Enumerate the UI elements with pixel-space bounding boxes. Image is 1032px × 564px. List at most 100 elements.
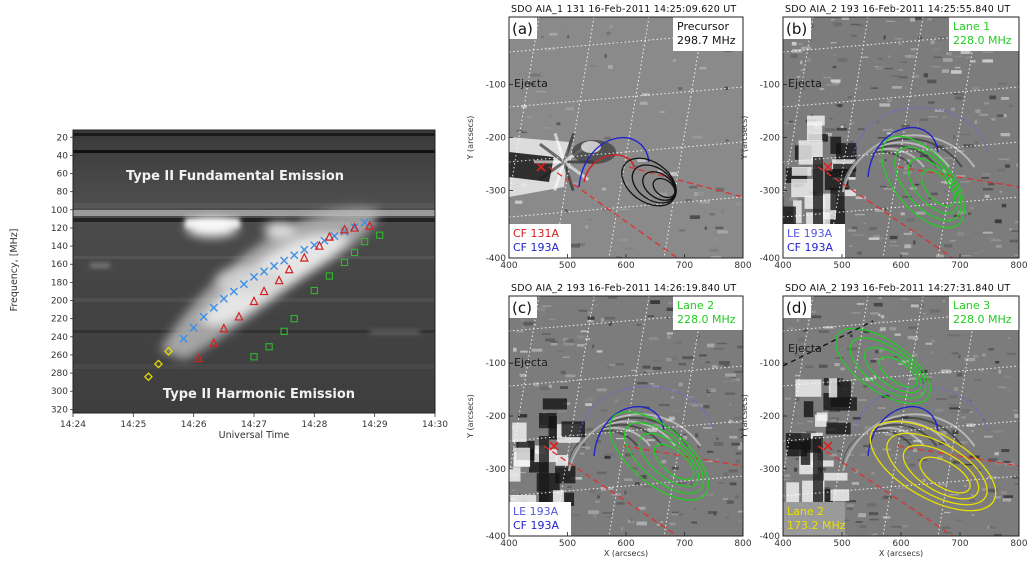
spec-marker-square	[350, 248, 359, 257]
panel-x-tick-label: 400	[774, 539, 791, 549]
panel-y-label: Y (arcsecs)	[466, 116, 475, 161]
spec-y-tick-label: 160	[51, 260, 68, 270]
spec-x-tick-label: 14:26	[181, 420, 207, 430]
panel-letter: (a)	[512, 20, 533, 38]
channel-info-box	[673, 296, 743, 330]
panel-x-tick-label: 600	[892, 261, 909, 271]
spec-y-tick-label: 40	[57, 151, 69, 161]
legend-entry: Lane 2	[787, 505, 824, 518]
spec-x-tick-label: 14:29	[362, 420, 388, 430]
spec-marker-triangle	[324, 231, 334, 241]
legend-entry: CF 193A	[513, 519, 560, 532]
spec-marker-triangle	[365, 220, 375, 230]
spec-marker-square	[290, 315, 298, 323]
channel-info-line: 298.7 MHz	[677, 34, 736, 47]
spec-marker-diamond	[143, 372, 153, 382]
panel-letter-box	[783, 296, 811, 318]
fundamental-label: Type II Fundamental Emission	[126, 169, 344, 184]
panel-y-tick-label: -200	[760, 134, 781, 144]
spec-marker-triangle	[219, 323, 229, 333]
panel-y-tick-label: -200	[486, 412, 507, 422]
spec-y-tick-label: 80	[57, 188, 69, 198]
spec-marker-x	[270, 261, 279, 271]
panel-x-tick-label: 500	[833, 539, 850, 549]
channel-info-line: Lane 1	[953, 20, 990, 33]
spec-y-tick-label: 20	[57, 133, 69, 143]
panel-x-tick-label: 700	[951, 261, 968, 271]
spec-marker-triangle	[274, 275, 284, 285]
spec-y-tick-label: 140	[51, 242, 68, 252]
spec-marker-square	[310, 286, 318, 295]
panel-title: SDO AIA_2 193 16-Feb-2011 14:26:19.840 U…	[511, 283, 736, 294]
legend-entry: 173.2 MHz	[787, 519, 846, 532]
panel-y-label: Y (arcsecs)	[466, 394, 475, 439]
spec-marker-x	[239, 280, 249, 289]
panel-x-tick-label: 700	[951, 539, 968, 549]
spec-marker-x	[259, 267, 269, 276]
spectrogram-emission	[160, 208, 380, 360]
channel-info-box	[673, 17, 743, 51]
channel-info-box	[949, 17, 1019, 51]
legend-box	[509, 502, 571, 536]
spec-marker-square	[250, 353, 258, 361]
panel-y-tick-label: -100	[486, 80, 507, 90]
solar-image	[783, 17, 1019, 258]
spec-marker-square	[325, 272, 334, 280]
spec-marker-x	[179, 334, 188, 343]
spec-marker-triangle	[314, 240, 324, 250]
panel-y-label: Y (arcsecs)	[740, 116, 749, 161]
panel-x-tick-label: 600	[617, 539, 634, 549]
spec-marker-x	[209, 303, 218, 312]
spec-y-tick-label: 220	[51, 315, 68, 325]
panel-y-tick-label: -100	[486, 359, 507, 369]
panel-x-tick-label: 700	[676, 261, 693, 271]
legend-entry: CF 193A	[513, 241, 560, 254]
panel-x-tick-label: 600	[617, 261, 634, 271]
panel-y-tick-label: -100	[760, 359, 781, 369]
panel-title: SDO AIA_2 193 16-Feb-2011 14:25:55.840 U…	[785, 4, 1010, 15]
spec-marker-x	[249, 272, 259, 282]
panel-y-tick-label: -400	[760, 532, 781, 542]
channel-info-line: Lane 3	[953, 299, 990, 312]
spec-y-tick-label: 100	[51, 206, 68, 216]
spec-marker-square	[376, 231, 384, 239]
spec-marker-triangle	[194, 353, 204, 363]
channel-info-line: 228.0 MHz	[953, 313, 1012, 326]
spec-marker-square	[360, 237, 369, 246]
spectrogram-y-label: Frequency, [MHz]	[9, 229, 20, 312]
panel-y-tick-label: -400	[486, 254, 507, 264]
panel-letter: (d)	[786, 299, 807, 317]
spec-marker-triangle	[209, 337, 219, 347]
spec-y-tick-label: 300	[51, 387, 68, 397]
panel-x-tick-label: 500	[833, 261, 850, 271]
harmonic-label: Type II Harmonic Emission	[163, 387, 355, 402]
spec-y-tick-label: 120	[51, 224, 68, 234]
channel-info-line: 228.0 MHz	[953, 34, 1012, 47]
spec-marker-x	[229, 287, 238, 296]
spec-y-tick-label: 260	[51, 351, 68, 361]
ejecta-label: Ejecta	[788, 342, 822, 355]
spec-marker-square	[340, 258, 349, 267]
spec-marker-triangle	[349, 222, 360, 232]
panel-letter-box	[783, 17, 811, 39]
spec-marker-diamond	[153, 359, 163, 369]
panel-x-tick-label: 800	[1010, 261, 1027, 271]
legend-box	[783, 224, 845, 258]
solar-image	[783, 296, 1019, 536]
panel-letter: (c)	[512, 299, 532, 317]
spec-marker-triangle	[299, 252, 309, 262]
panel-y-tick-label: -400	[760, 254, 781, 264]
spec-marker-triangle	[259, 286, 269, 296]
spec-marker-x	[189, 323, 198, 332]
spec-marker-x	[300, 245, 309, 254]
spectrogram-chart: Type II Fundamental Emission Type II Har…	[9, 129, 448, 441]
legend-box	[783, 502, 845, 536]
legend-box	[509, 224, 571, 258]
spec-x-tick-label: 14:28	[301, 420, 327, 430]
legend-entry: LE 193A	[787, 227, 833, 240]
